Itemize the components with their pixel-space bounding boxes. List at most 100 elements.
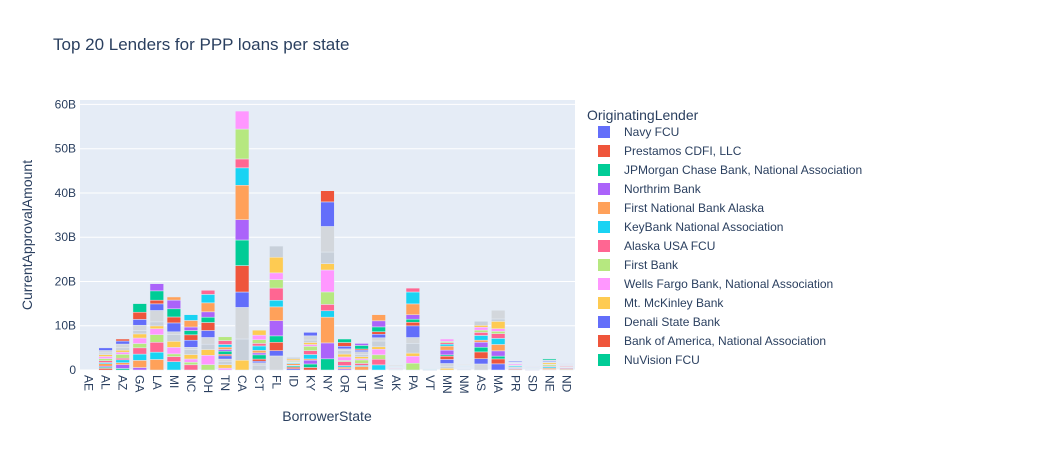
bar-segment <box>354 343 369 346</box>
legend-item[interactable]: First Bank <box>598 258 679 272</box>
bar-PR <box>508 360 523 371</box>
legend-item[interactable]: Navy FCU <box>598 125 679 139</box>
chart-title: Top 20 Lenders for PPP loans per state <box>53 35 349 54</box>
bar-segment <box>149 290 164 301</box>
bar-segment <box>132 343 147 349</box>
bar-segment <box>354 359 369 364</box>
bar-segment <box>474 327 489 331</box>
y-tick-label: 50B <box>55 142 76 156</box>
legend-item[interactable]: JPMorgan Chase Bank, National Associatio… <box>598 163 862 177</box>
bar-segment <box>115 354 130 359</box>
bar-segment <box>371 364 386 371</box>
x-tick-label: TN <box>218 375 232 391</box>
x-tick-label: MA <box>491 375 505 393</box>
bar-segment <box>218 364 233 369</box>
bar-segment <box>474 358 489 365</box>
bar-KY <box>303 332 318 371</box>
bar-MN <box>439 338 455 371</box>
bar-segment <box>132 333 147 339</box>
legend-item[interactable]: Alaska USA FCU <box>598 239 715 253</box>
bar-segment <box>132 319 147 326</box>
bar-segment <box>337 342 352 347</box>
bar-segment <box>474 346 489 353</box>
bar-segment <box>200 322 216 331</box>
x-tick-label: NY <box>321 375 335 392</box>
legend-label: NuVision FCU <box>624 353 700 367</box>
bar-segment <box>337 361 352 366</box>
bar-segment <box>371 348 386 356</box>
legend-item[interactable]: KeyBank National Association <box>598 220 783 234</box>
legend-item[interactable]: NuVision FCU <box>598 353 700 367</box>
y-axis-title: CurrentApprovalAmount <box>19 160 35 310</box>
y-tick-label: 10B <box>55 319 76 333</box>
bar-segment <box>200 302 216 313</box>
bar-segment <box>200 364 216 371</box>
legend-item[interactable]: Prestamos CDFI, LLC <box>598 144 742 158</box>
bar-segment <box>149 359 164 371</box>
bar-NC <box>183 314 199 371</box>
legend-item[interactable]: Denali State Bank <box>598 315 721 329</box>
bar-segment <box>474 342 489 348</box>
bar-segment <box>303 335 318 341</box>
bar-segment <box>252 350 267 354</box>
bar-segment <box>218 336 233 341</box>
bar-NM <box>456 364 472 371</box>
legend-label: First Bank <box>624 258 679 272</box>
bar-segment <box>166 308 181 318</box>
x-tick-label: NE <box>542 375 556 392</box>
bar-segment <box>337 356 352 361</box>
bar-segment <box>439 363 455 368</box>
bar-segment <box>166 331 181 335</box>
bar-segment <box>269 256 284 274</box>
bar-segment <box>115 343 130 349</box>
bar-segment <box>269 342 284 351</box>
bar-segment <box>439 355 455 360</box>
bar-segment <box>269 272 284 280</box>
bar-segment <box>132 367 147 371</box>
bar-segment <box>132 311 147 320</box>
bar-segment <box>491 355 506 360</box>
bar-segment <box>235 307 250 340</box>
bar-segment <box>405 322 420 327</box>
x-tick-label: AE <box>82 375 96 391</box>
bar-segment <box>474 335 489 341</box>
bar-NE <box>542 358 557 371</box>
bar-segment <box>303 363 318 368</box>
bar-segment <box>371 354 386 360</box>
bar-segment <box>98 358 113 361</box>
x-tick-label: KY <box>303 375 317 391</box>
legend-item[interactable]: Wells Fargo Bank, National Association <box>598 277 833 291</box>
x-tick-label: AS <box>474 375 488 391</box>
bar-segment <box>337 353 352 358</box>
x-tick-label: PA <box>406 375 420 390</box>
legend-item[interactable]: First National Bank Alaska <box>598 201 764 215</box>
legend-swatch <box>598 316 610 328</box>
y-tick-label: 30B <box>55 230 76 244</box>
bar-segment <box>371 337 386 342</box>
bar-segment <box>149 283 164 292</box>
bar-segment <box>320 190 335 203</box>
bar-segment <box>320 304 335 312</box>
bar-segment <box>354 351 369 355</box>
legend-label: JPMorgan Chase Bank, National Associatio… <box>624 163 862 177</box>
y-tick-label: 60B <box>55 97 76 111</box>
bar-segment <box>183 362 199 366</box>
bar-segment <box>252 339 267 344</box>
legend-item[interactable]: Bank of America, National Association <box>598 334 826 348</box>
bar-segment <box>218 349 233 352</box>
legend-swatch <box>598 126 610 138</box>
bar-segment <box>439 345 455 351</box>
bar-segment <box>303 332 318 337</box>
legend-item[interactable]: Mt. McKinley Bank <box>598 296 724 310</box>
bar-segment <box>183 334 199 341</box>
bar-segment <box>371 358 386 366</box>
bar-segment <box>474 325 489 328</box>
bar-segment <box>115 338 130 342</box>
bar-segment <box>354 345 369 350</box>
bar-segment <box>405 314 420 320</box>
bar-segment <box>269 320 284 337</box>
legend-item[interactable]: Northrim Bank <box>598 182 702 196</box>
bar-segment <box>320 263 335 271</box>
bar-segment <box>166 353 181 357</box>
bar-segment <box>200 290 216 295</box>
